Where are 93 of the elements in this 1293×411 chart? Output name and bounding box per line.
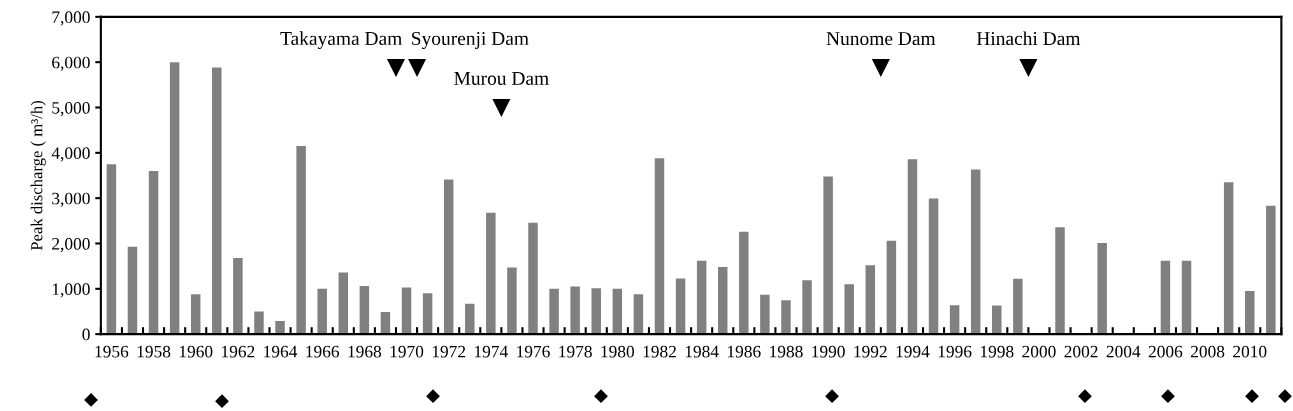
x-tick-label: 1988 — [770, 345, 803, 358]
y-tick-label: 3,000 — [52, 192, 90, 207]
y-axis-title: Peak discharge ( m³/h) — [30, 100, 46, 251]
bar — [591, 288, 601, 335]
bar — [359, 286, 370, 335]
annotation: Hinachi Dam — [976, 31, 1081, 46]
annotation: Takayama Dam — [280, 31, 402, 50]
y-tick-label: 7,000 — [52, 11, 90, 26]
x-tick-label: 1964 — [264, 345, 298, 358]
bar — [233, 257, 243, 335]
bar — [106, 164, 117, 335]
annotation: Nunome Dam — [826, 32, 936, 46]
bar — [886, 240, 897, 335]
bar — [254, 311, 264, 335]
bar — [443, 179, 454, 335]
bar — [633, 294, 644, 335]
bar — [528, 222, 538, 335]
bar — [970, 169, 981, 335]
bar — [844, 284, 854, 335]
bar — [865, 265, 876, 335]
bar — [317, 288, 327, 335]
bar — [949, 305, 960, 335]
bar — [401, 287, 412, 335]
bar — [212, 67, 222, 335]
x-tick-label: 1974 — [475, 345, 508, 358]
bar — [781, 300, 791, 335]
x-tick-label: 2002 — [1064, 345, 1098, 358]
x-tick-label: 2004 — [1106, 345, 1141, 358]
bar — [760, 294, 770, 335]
bar — [422, 293, 433, 335]
bar — [823, 176, 833, 335]
annotation: Murou Dam — [454, 72, 549, 85]
x-tick-label: 1982 — [643, 345, 676, 358]
bar — [1223, 182, 1234, 335]
x-tick-label: 1980 — [601, 345, 635, 358]
x-tick-label: 1978 — [559, 345, 592, 358]
bar — [992, 305, 1002, 335]
bar — [1266, 205, 1276, 335]
x-tick-label: 1972 — [432, 345, 466, 358]
bar — [717, 267, 728, 335]
x-tick-label: 2006 — [1148, 345, 1183, 358]
x-tick-label: 1962 — [222, 345, 255, 358]
bar — [675, 278, 686, 335]
x-tick-label: 1976 — [517, 345, 550, 358]
x-tick-label: 1994 — [896, 345, 930, 358]
bar — [928, 198, 939, 335]
x-tick-label: 2008 — [1190, 345, 1225, 358]
bar — [1160, 260, 1171, 335]
x-tick-label: 1986 — [727, 345, 761, 358]
bar — [907, 159, 918, 335]
x-tick-label: 1996 — [938, 345, 972, 358]
bar — [190, 294, 201, 335]
bar — [148, 170, 159, 335]
x-tick-label: 1998 — [980, 345, 1014, 358]
annotation: Syourenji Dam — [412, 31, 529, 50]
bar — [296, 146, 306, 335]
x-tick-label: 1990 — [812, 345, 845, 358]
bar — [739, 231, 749, 335]
x-tick-label: 1966 — [306, 345, 340, 358]
y-tick-label: 5,000 — [52, 101, 90, 117]
x-tick-label: 1992 — [854, 345, 887, 358]
y-tick-label: 0 — [82, 328, 90, 341]
bar — [612, 288, 623, 335]
bar — [275, 321, 285, 335]
bar — [696, 260, 707, 335]
bar — [338, 272, 349, 335]
bar — [1245, 291, 1255, 335]
bar — [654, 158, 665, 335]
bar — [127, 246, 138, 335]
bar — [465, 303, 475, 335]
bar — [486, 212, 496, 335]
y-tick-label: 1,000 — [52, 283, 90, 298]
x-tick-label: 1956 — [95, 345, 129, 358]
bar — [380, 311, 391, 335]
bar — [570, 286, 580, 335]
x-tick-label: 1958 — [137, 345, 171, 358]
y-tick-label: 2,000 — [52, 237, 90, 253]
bar — [549, 288, 559, 335]
x-tick-label: 1984 — [685, 345, 719, 358]
x-tick-label: 2000 — [1022, 345, 1056, 358]
bar — [1097, 243, 1107, 335]
bar — [169, 62, 180, 335]
bar — [1013, 278, 1023, 335]
bar — [802, 280, 812, 335]
x-tick-label: 1970 — [390, 345, 424, 358]
bar — [1055, 227, 1065, 335]
x-tick-label: 1968 — [348, 345, 382, 358]
bar — [1181, 260, 1192, 335]
x-tick-label: 2010 — [1233, 345, 1267, 358]
x-tick-label: 1960 — [179, 345, 213, 358]
bar — [507, 267, 517, 335]
y-tick-label: 4,000 — [51, 147, 90, 162]
y-tick-label: 6,000 — [52, 56, 90, 71]
